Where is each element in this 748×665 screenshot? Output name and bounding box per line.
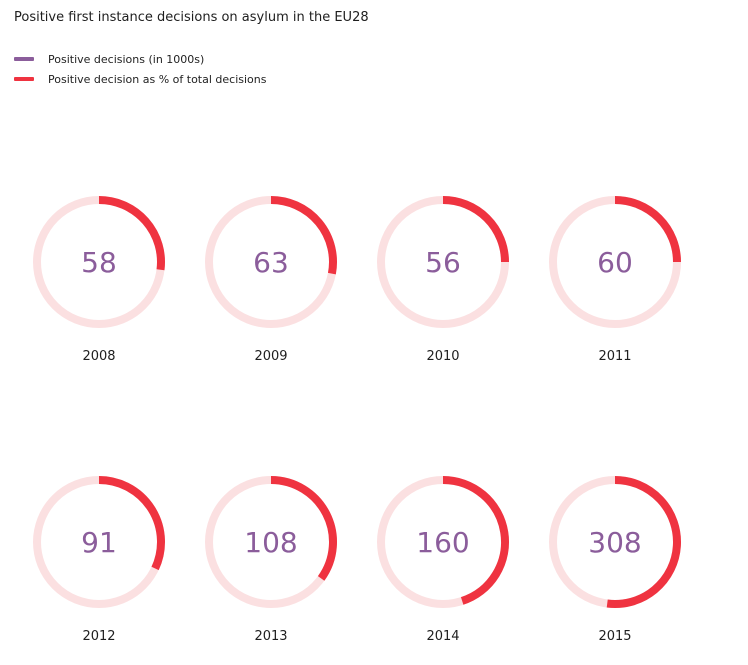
donut-value-label: 108 xyxy=(244,526,297,559)
donut-value-label: 63 xyxy=(253,246,289,279)
donut-year-label: 2015 xyxy=(598,629,631,644)
donut-value-label: 56 xyxy=(425,246,461,279)
donut-2011: 60 2011 xyxy=(549,196,681,364)
donut-value-label: 60 xyxy=(597,246,633,279)
donut-arc xyxy=(442,476,510,605)
donut-2012: 91 2012 xyxy=(33,476,165,644)
chart-title: Positive first instance decisions on asy… xyxy=(14,10,369,25)
donut-arc xyxy=(606,476,682,608)
donut-value-label: 91 xyxy=(81,526,117,559)
donut-arc xyxy=(614,196,681,263)
donut-value-label: 160 xyxy=(416,526,469,559)
donut-arc xyxy=(442,196,509,263)
legend-item-decisions: Positive decisions (in 1000s) xyxy=(14,49,266,69)
donut-arc xyxy=(98,476,165,571)
donut-year-label: 2009 xyxy=(254,349,287,364)
donut-year-label: 2011 xyxy=(598,349,631,364)
donut-2009: 63 2009 xyxy=(205,196,337,364)
donut-2015: 308 2015 xyxy=(549,476,682,644)
donut-arc xyxy=(98,196,165,271)
donut-year-label: 2012 xyxy=(82,629,115,644)
legend: Positive decisions (in 1000s) Positive d… xyxy=(14,49,266,89)
legend-label-percent: Positive decision as % of total decision… xyxy=(48,72,267,86)
donut-2014: 160 2014 xyxy=(377,476,510,644)
donut-2010: 56 2010 xyxy=(377,196,509,364)
donut-arc xyxy=(270,196,337,275)
donut-year-label: 2010 xyxy=(426,349,459,364)
donut-arc xyxy=(270,476,337,581)
legend-swatch-percent xyxy=(14,77,34,81)
legend-label-decisions: Positive decisions (in 1000s) xyxy=(48,52,205,66)
donut-year-label: 2014 xyxy=(426,629,459,644)
donut-value-label: 58 xyxy=(81,246,117,279)
legend-item-percent: Positive decision as % of total decision… xyxy=(14,69,266,89)
donut-2013: 108 2013 xyxy=(205,476,337,644)
donut-year-label: 2013 xyxy=(254,629,287,644)
donut-value-label: 308 xyxy=(588,526,641,559)
legend-swatch-decisions xyxy=(14,57,34,61)
donut-2008: 58 2008 xyxy=(33,196,165,364)
donut-year-label: 2008 xyxy=(82,349,115,364)
